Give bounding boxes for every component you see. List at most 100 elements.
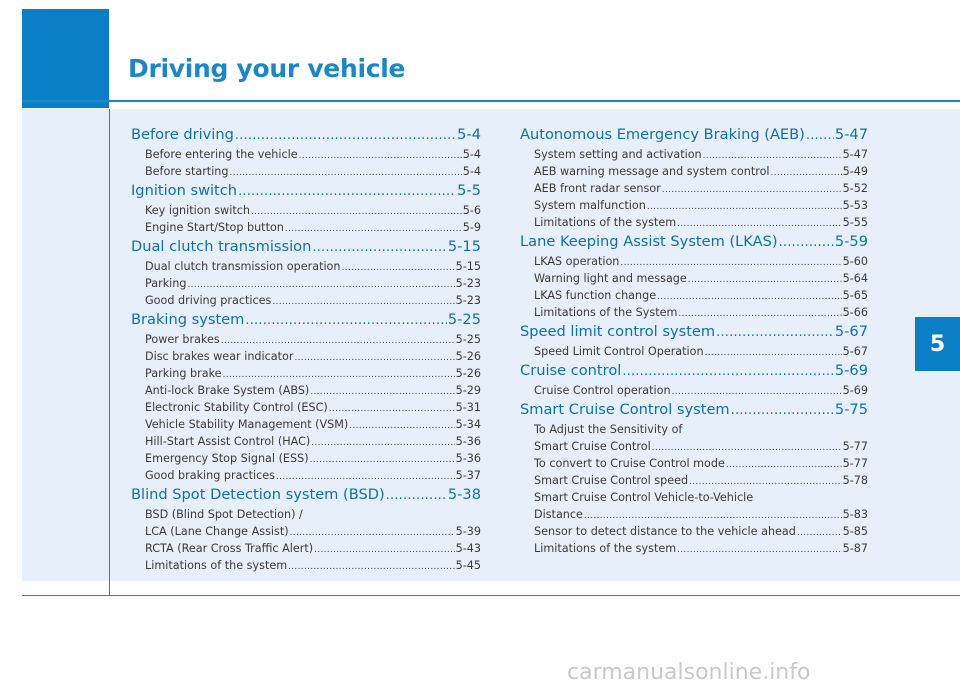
dot-leader <box>677 545 842 555</box>
toc-entry-title: Parking <box>145 277 187 290</box>
toc-entry-title: Power brakes <box>145 333 220 346</box>
toc-entry-title: Anti-lock Brake System (ABS) <box>145 384 310 397</box>
toc-entry-title: AEB warning message and system control <box>534 165 770 178</box>
toc-entry[interactable]: Parking brake 5-26 <box>131 367 481 384</box>
dot-leader <box>290 528 455 538</box>
toc-entry[interactable]: Limitations of the system 5-55 <box>520 216 868 233</box>
toc-entry[interactable]: BSD (Blind Spot Detection) / <box>131 508 481 525</box>
toc-entry-page: 5-55 <box>842 216 868 229</box>
toc-entry[interactable]: Hill-Start Assist Control (HAC) 5-36 <box>131 435 481 452</box>
toc-entry[interactable]: LCA (Lane Change Assist) 5-39 <box>131 525 481 542</box>
toc-entry-title: BSD (Blind Spot Detection) / <box>145 508 303 521</box>
toc-entry-page: 5-4 <box>457 126 481 143</box>
toc-entry[interactable]: Smart Cruise Control speed 5-78 <box>520 474 868 491</box>
toc-entry[interactable]: Distance 5-83 <box>520 508 868 525</box>
toc-entry-page: 5-78 <box>842 474 868 487</box>
toc-entry[interactable]: Cruise Control operation 5-69 <box>520 384 868 401</box>
toc-section-heading[interactable]: Speed limit control system 5-67 <box>520 323 868 345</box>
toc-entry-page: 5-26 <box>455 367 481 380</box>
toc-entry[interactable]: LKAS operation 5-60 <box>520 255 868 272</box>
toc-entry-title: Vehicle Stability Management (VSM) <box>145 418 349 431</box>
dot-leader <box>652 443 842 453</box>
toc-entry[interactable]: RCTA (Rear Cross Traffic Alert) 5-43 <box>131 542 481 559</box>
toc-entry[interactable]: Power brakes 5-25 <box>131 333 481 350</box>
dot-leader <box>314 545 454 555</box>
toc-entry-page: 5-4 <box>462 165 481 178</box>
toc-entry[interactable]: Key ignition switch 5-6 <box>131 204 481 221</box>
toc-entry[interactable]: Electronic Stability Control (ESC) 5-31 <box>131 401 481 418</box>
dot-leader <box>310 455 455 465</box>
toc-entry[interactable]: Smart Cruise Control 5-77 <box>520 440 868 457</box>
toc-entry-page: 5-60 <box>842 255 868 268</box>
toc-entry[interactable]: Limitations of the system 5-87 <box>520 542 868 559</box>
toc-entry-page: 5-67 <box>834 323 868 340</box>
dot-leader <box>285 224 462 234</box>
toc-section-heading[interactable]: Before driving 5-4 <box>131 126 481 148</box>
toc-entry-title: System malfunction <box>534 199 646 212</box>
toc-entry-title: Engine Start/Stop button <box>145 221 284 234</box>
toc-entry-page: 5-37 <box>455 469 481 482</box>
dot-leader <box>731 403 834 418</box>
toc-entry[interactable]: Parking 5-23 <box>131 277 481 294</box>
dot-leader <box>620 258 841 268</box>
toc-entry[interactable]: Before starting 5-4 <box>131 165 481 182</box>
toc-entry[interactable]: Engine Start/Stop button 5-9 <box>131 221 481 238</box>
toc-section-heading[interactable]: Lane Keeping Assist System (LKAS) 5-59 <box>520 233 868 255</box>
toc-entry[interactable]: Limitations of the System 5-66 <box>520 306 868 323</box>
toc-entry[interactable]: Emergency Stop Signal (ESS) 5-36 <box>131 452 481 469</box>
toc-entry[interactable]: System malfunction 5-53 <box>520 199 868 216</box>
toc-section-heading[interactable]: Braking system 5-25 <box>131 311 481 333</box>
toc-entry-title: Warning light and message <box>534 272 687 285</box>
toc-entry-title: Smart Cruise Control system <box>520 401 730 418</box>
toc-entry[interactable]: Smart Cruise Control Vehicle-to-Vehicle <box>520 491 868 508</box>
toc-entry[interactable]: To Adjust the Sensitivity of <box>520 423 868 440</box>
toc-entry[interactable]: To convert to Cruise Control mode 5-77 <box>520 457 868 474</box>
dot-leader <box>294 353 454 363</box>
toc-entry-title: LCA (Lane Change Assist) <box>145 525 289 538</box>
toc-section-heading[interactable]: Blind Spot Detection system (BSD) 5-38 <box>131 486 481 508</box>
toc-section-heading[interactable]: Dual clutch transmission 5-15 <box>131 238 481 260</box>
toc-entry-page: 5-67 <box>842 345 868 358</box>
toc-entry[interactable]: Limitations of the system 5-45 <box>131 559 481 576</box>
toc-section-heading[interactable]: Autonomous Emergency Braking (AEB) 5-47 <box>520 126 868 148</box>
toc-entry-title: Good driving practices <box>145 294 272 307</box>
toc-entry-title: Before driving <box>131 126 234 143</box>
toc-section-heading[interactable]: Smart Cruise Control system 5-75 <box>520 401 868 423</box>
toc-entry[interactable]: Vehicle Stability Management (VSM) 5-34 <box>131 418 481 435</box>
toc-section-heading[interactable]: Cruise control 5-69 <box>520 362 868 384</box>
toc-entry[interactable]: Anti-lock Brake System (ABS) 5-29 <box>131 384 481 401</box>
toc-entry[interactable]: Before entering the vehicle 5-4 <box>131 148 481 165</box>
toc-entry[interactable]: Disc brakes wear indicator 5-26 <box>131 350 481 367</box>
toc-entry-page: 5-47 <box>842 148 868 161</box>
toc-entry-page: 5-23 <box>455 294 481 307</box>
toc-entry-title: Emergency Stop Signal (ESS) <box>145 452 309 465</box>
toc-entry[interactable]: Sensor to detect distance to the vehicle… <box>520 525 868 542</box>
toc-entry-page: 5-39 <box>455 525 481 538</box>
dot-leader <box>288 562 455 572</box>
toc-entry[interactable]: LKAS function change 5-65 <box>520 289 868 306</box>
vertical-divider <box>109 109 110 596</box>
toc-entry[interactable]: Warning light and message 5-64 <box>520 272 868 289</box>
toc-entry-title: Key ignition switch <box>145 204 250 217</box>
toc-entry[interactable]: System setting and activation 5-47 <box>520 148 868 165</box>
toc-entry[interactable]: Dual clutch transmission operation 5-15 <box>131 260 481 277</box>
toc-entry-page: 5-69 <box>834 362 868 379</box>
dot-leader <box>716 325 834 340</box>
toc-entry-title: Sensor to detect distance to the vehicle… <box>534 525 796 538</box>
toc-entry-page: 5-45 <box>455 559 481 572</box>
toc-entry[interactable]: AEB warning message and system control 5-… <box>520 165 868 182</box>
toc-entry-page: 5-29 <box>455 384 481 397</box>
toc-entry-title: Smart Cruise Control speed <box>534 474 689 487</box>
dot-leader <box>221 336 455 346</box>
toc-section-heading[interactable]: Ignition switch 5-5 <box>131 182 481 204</box>
dot-leader <box>672 387 842 397</box>
toc-entry[interactable]: Good driving practices 5-23 <box>131 294 481 311</box>
toc-entry[interactable]: AEB front radar sensor 5-52 <box>520 182 868 199</box>
toc-entry-page: 5-77 <box>842 440 868 453</box>
toc-entry[interactable]: Good braking practices 5-37 <box>131 469 481 486</box>
dot-leader <box>312 240 447 255</box>
toc-entry-title: Good braking practices <box>145 469 275 482</box>
toc-entry[interactable]: Speed Limit Control Operation 5-67 <box>520 345 868 362</box>
chapter-tab[interactable]: 5 <box>915 317 960 371</box>
